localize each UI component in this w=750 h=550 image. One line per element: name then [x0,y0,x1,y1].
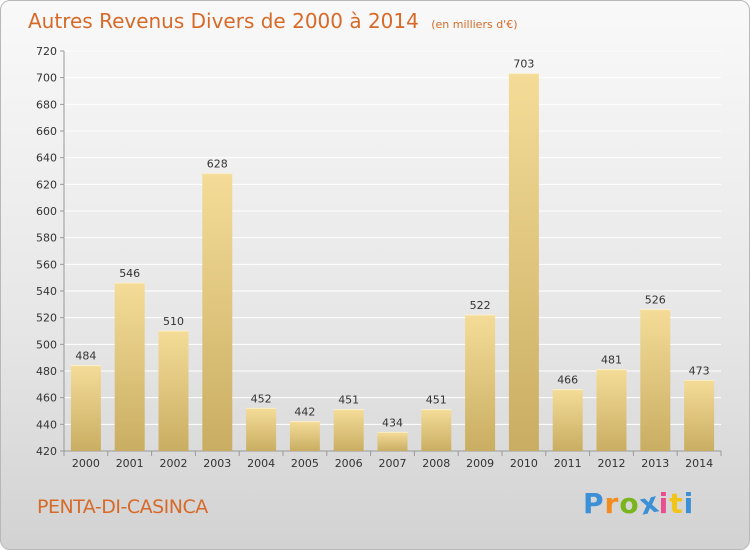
data-label-2013: 526 [645,294,666,307]
logo-letter: r [604,487,620,520]
logo-letter: P [583,487,605,520]
y-tick-label: 720 [36,45,57,58]
y-tick-label: 480 [36,365,57,378]
data-label-2008: 451 [426,394,447,407]
y-tick-label: 540 [36,285,57,298]
bar-2000 [70,365,101,451]
bar-2001 [114,283,145,451]
bars [70,73,715,452]
chart-title-text: Autres Revenus Divers de 2000 à 2014 [28,9,419,33]
x-tick-label-2014: 2014 [685,457,713,470]
x-tick-label-2006: 2006 [335,457,363,470]
x-tick-labels: 2000 2001 2002 2003 2004 2005 2006 2007 2008 2009… [72,457,713,470]
bar-2004 [246,408,277,451]
data-label-2014: 473 [689,364,710,377]
commune-name: PENTA-DI-CASINCA [37,496,208,518]
bar-2010 [508,73,539,452]
x-tick-label-2002: 2002 [160,457,188,470]
bar-2002 [158,331,189,451]
data-label-2011: 466 [557,374,578,387]
y-tick-label: 600 [36,205,57,218]
x-tick-label-2013: 2013 [641,457,669,470]
y-tick-label: 420 [36,445,57,458]
data-label-2001: 546 [119,267,140,280]
y-tick-label: 520 [36,312,57,325]
x-tick-label-2008: 2008 [422,457,450,470]
y-tick-label: 640 [36,152,57,165]
logo-letter: i [658,487,670,520]
data-label-2005: 442 [294,406,315,419]
bar-2005 [289,421,320,451]
bar-2007 [377,432,408,451]
data-label-2000: 484 [75,350,96,363]
bar-2014 [684,380,715,451]
chart-subtitle: (en milliers d'€) [431,18,518,31]
logo-letter: t [669,487,684,520]
x-tick-label-2007: 2007 [379,457,407,470]
bar-2013 [640,309,671,451]
y-tick-label: 440 [36,418,57,431]
bar-2009 [465,315,496,451]
data-label-2004: 452 [251,392,272,405]
y-tick-label: 700 [36,72,57,85]
x-tick-label-2010: 2010 [510,457,538,470]
y-tick-label: 620 [36,178,57,191]
x-tick-label-2009: 2009 [466,457,494,470]
chart-title: Autres Revenus Divers de 2000 à 2014 (en… [28,9,518,33]
data-label-2012: 481 [601,354,622,367]
bar-2011 [552,389,583,451]
data-label-2006: 451 [338,394,359,407]
data-label-2010: 703 [513,58,534,71]
x-tick-label-2012: 2012 [598,457,626,470]
logo-letter: i [683,487,695,520]
y-tick-label: 500 [36,338,57,351]
x-tick-label-2011: 2011 [554,457,582,470]
bar-2008 [421,409,452,451]
x-tick-label-2003: 2003 [203,457,231,470]
proxiti-logo: Proxiti [583,485,695,521]
bar-2003 [202,173,233,451]
y-tick-label: 560 [36,258,57,271]
x-tick-label-2001: 2001 [116,457,144,470]
y-tick-label: 460 [36,392,57,405]
y-tick-label: 680 [36,98,57,111]
x-tick-label-2005: 2005 [291,457,319,470]
data-label-2007: 434 [382,416,403,429]
data-label-2003: 628 [207,158,228,171]
bar-2012 [596,369,627,451]
bar-2006 [333,409,364,451]
x-tick-label-2000: 2000 [72,457,100,470]
y-tick-labels: 420 440 460 480 500 520 540 560 580 600 620 640 660 6… [36,45,57,458]
logo-letter: o [619,487,640,520]
x-tick-label-2004: 2004 [247,457,275,470]
y-tick-label: 580 [36,232,57,245]
data-label-2009: 522 [470,299,491,312]
data-label-2002: 510 [163,315,184,328]
data-labels: 484 546 510 628 452 442 451 434 451 522 703 466 481 5… [75,58,709,430]
y-tick-label: 660 [36,125,57,138]
